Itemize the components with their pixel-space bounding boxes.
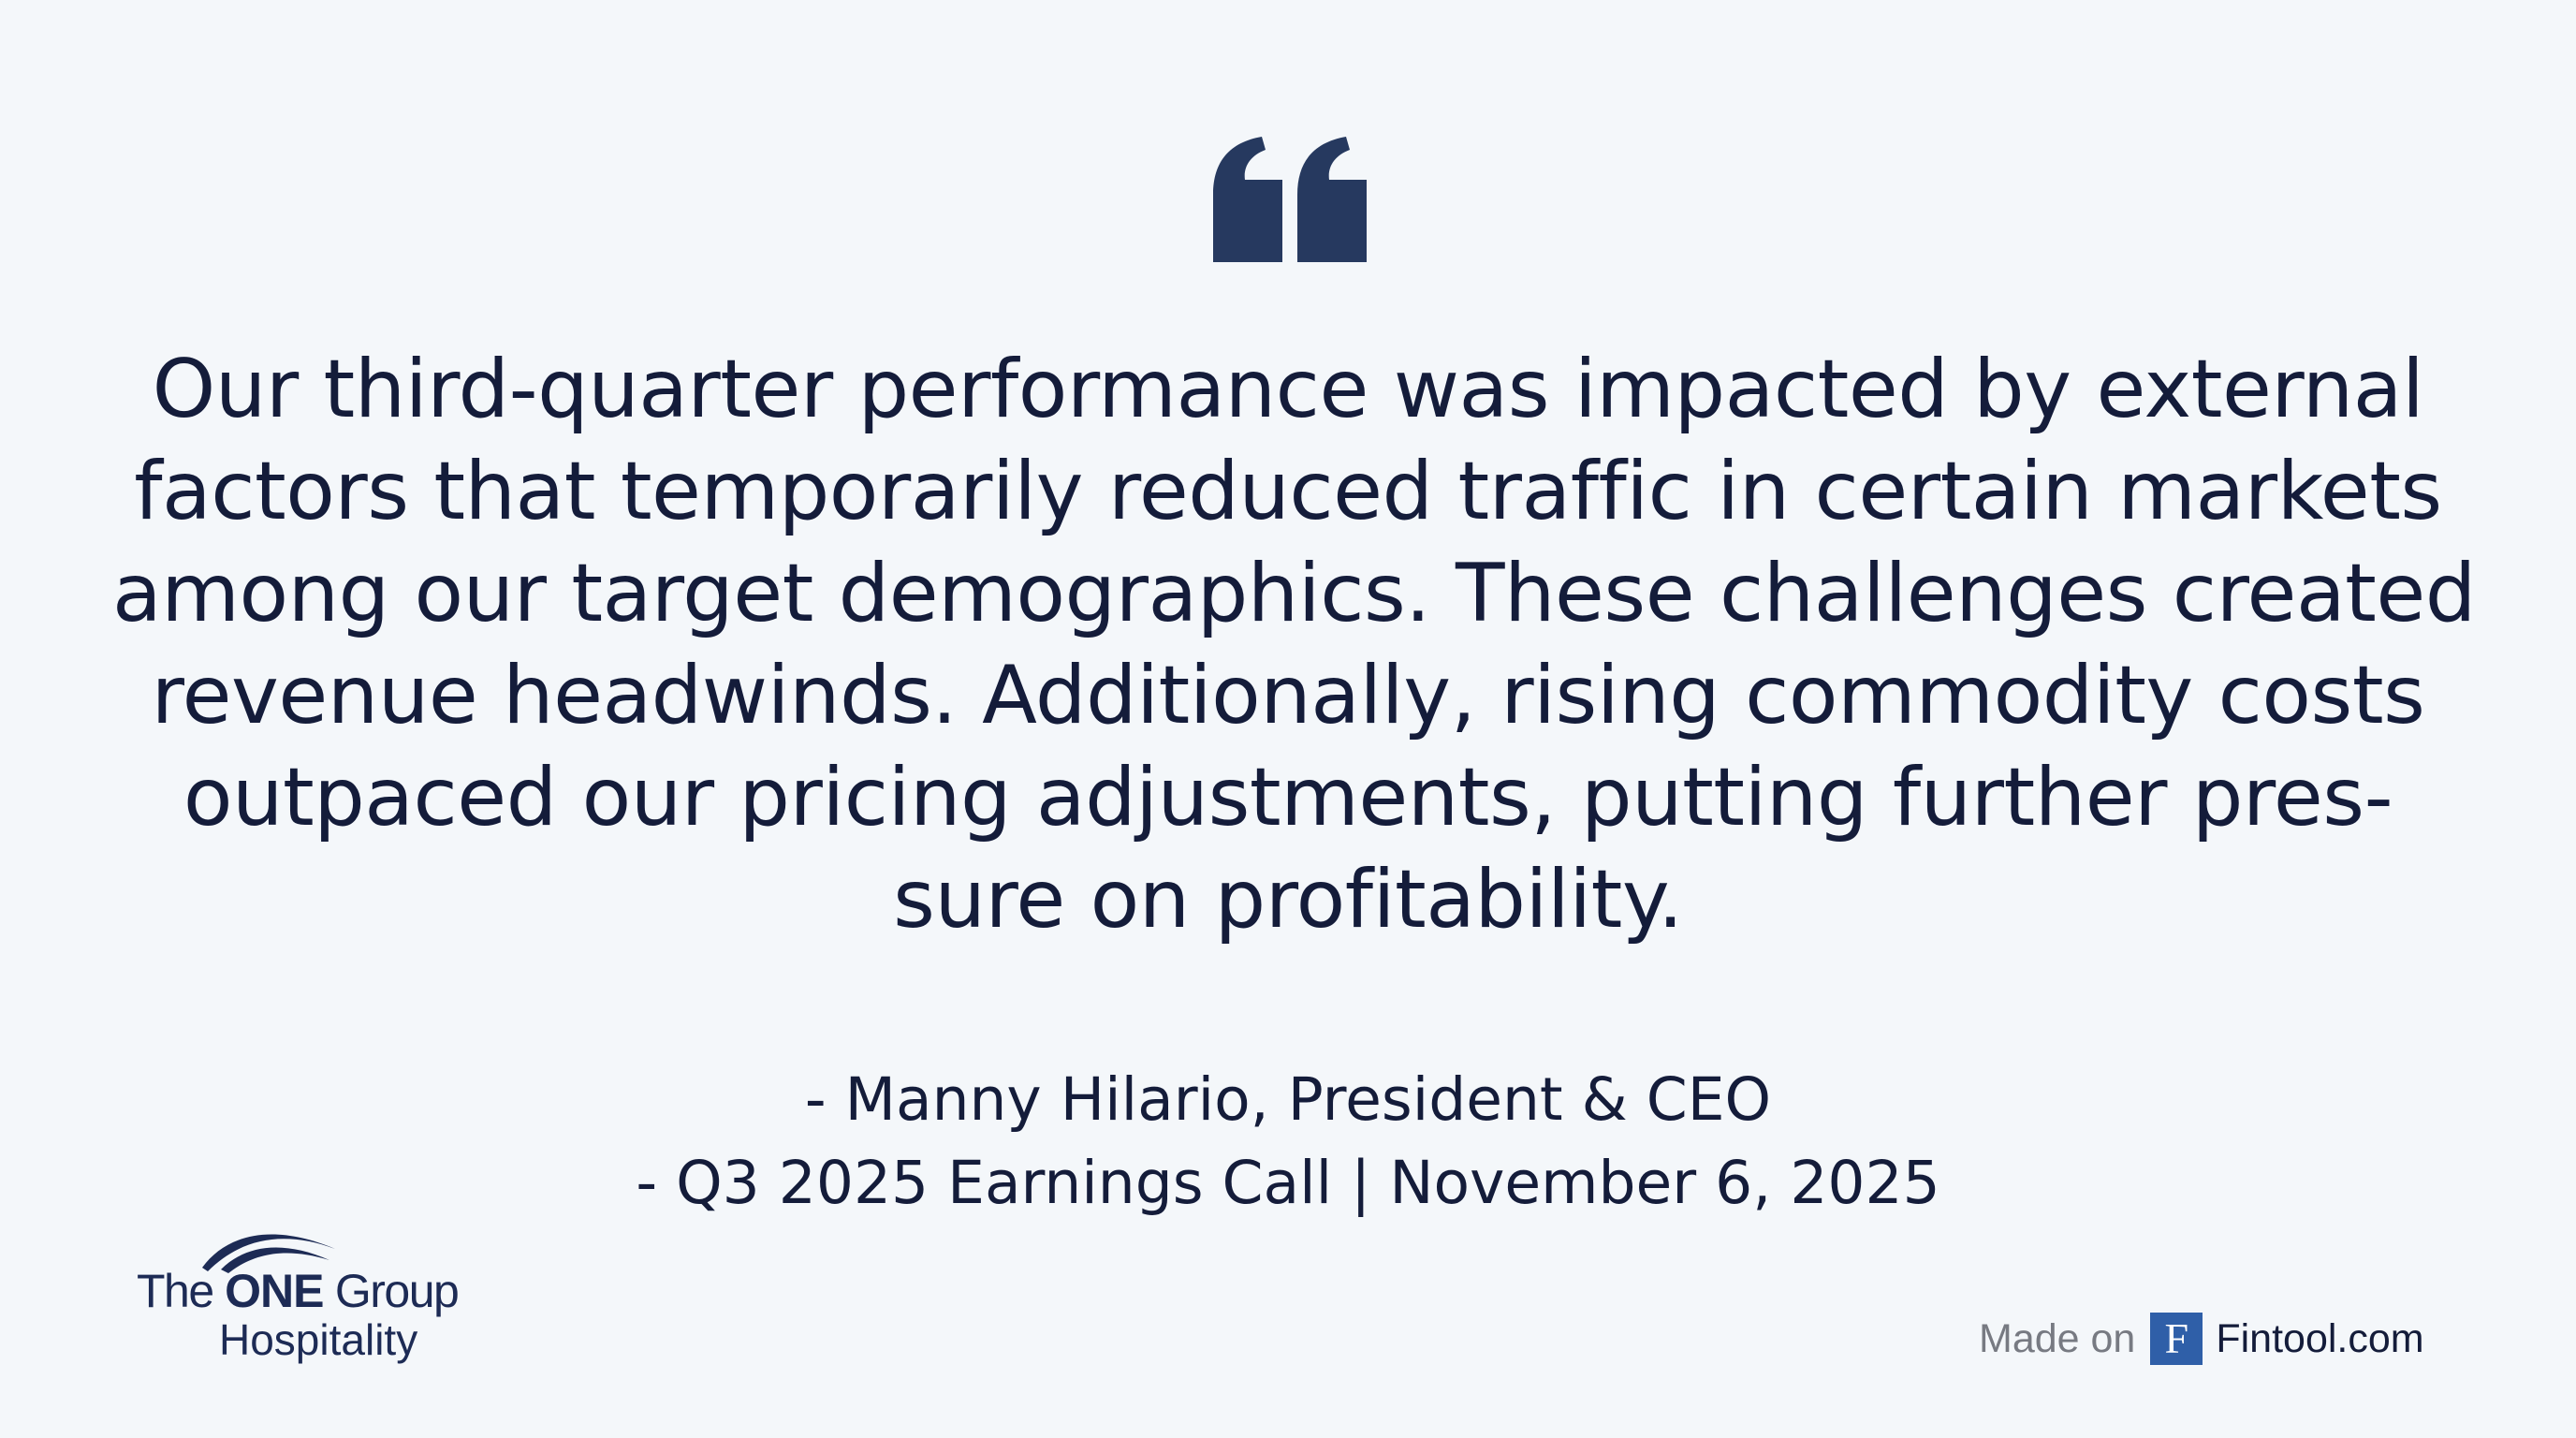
quote-line: sure on profitability. — [893, 853, 1683, 946]
quote-text: Our third-quarter performance was impact… — [112, 339, 2476, 951]
swoosh-icon — [202, 1234, 335, 1273]
quote-line: among our target demographics. These cha… — [112, 547, 2476, 640]
logo-line-1: The ONE Group — [137, 1264, 460, 1318]
quote-line: outpaced our pricing adjustments, puttin… — [183, 751, 2393, 844]
logo-suffix: Group — [334, 1265, 460, 1317]
attribution: - Manny Hilario, President & CEO - Q3 20… — [0, 1058, 2576, 1225]
speaker-name: - Manny Hilario, President & CEO — [804, 1065, 1772, 1134]
logo-prefix: The — [137, 1265, 214, 1317]
logo-bold: ONE — [225, 1265, 324, 1317]
event-info: - Q3 2025 Earnings Call | November 6, 20… — [636, 1149, 1940, 1217]
opening-quote-icon — [1213, 137, 1367, 262]
fintool-brand: Fintool.com — [2216, 1315, 2424, 1361]
quote-line: revenue headwinds. Additionally, rising … — [151, 649, 2425, 742]
made-on-label: Made on — [1979, 1315, 2136, 1361]
company-logo: The ONE Group Hospitality — [137, 1225, 460, 1365]
quote-line: Our third-quarter performance was impact… — [152, 343, 2424, 436]
fintool-f-icon: F — [2150, 1313, 2203, 1365]
logo-line-2: Hospitality — [219, 1315, 418, 1364]
made-on-footer: Made on F Fintool.com — [1979, 1313, 2424, 1365]
quote-line: factors that temporarily reduced traffic… — [134, 445, 2442, 538]
